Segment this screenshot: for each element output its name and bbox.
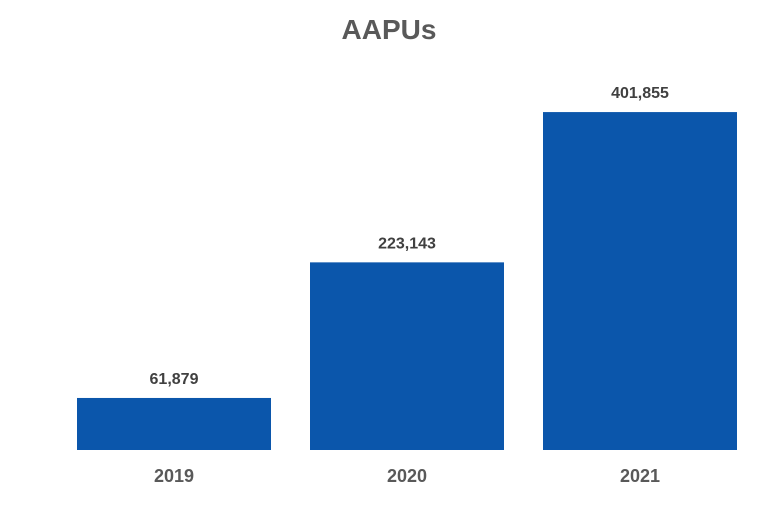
data-label-2021: 401,855 [611,85,669,102]
bar-2020 [310,262,504,450]
x-tick-label-2019: 2019 [154,466,194,486]
data-label-2019: 61,879 [150,371,199,388]
bar-2021 [543,112,737,450]
chart-title: AAPUs [341,14,437,45]
x-tick-label-2020: 2020 [387,466,427,486]
x-tick-label-2021: 2021 [620,466,660,486]
data-label-2020: 223,143 [378,235,436,252]
bar-2019 [77,397,271,450]
